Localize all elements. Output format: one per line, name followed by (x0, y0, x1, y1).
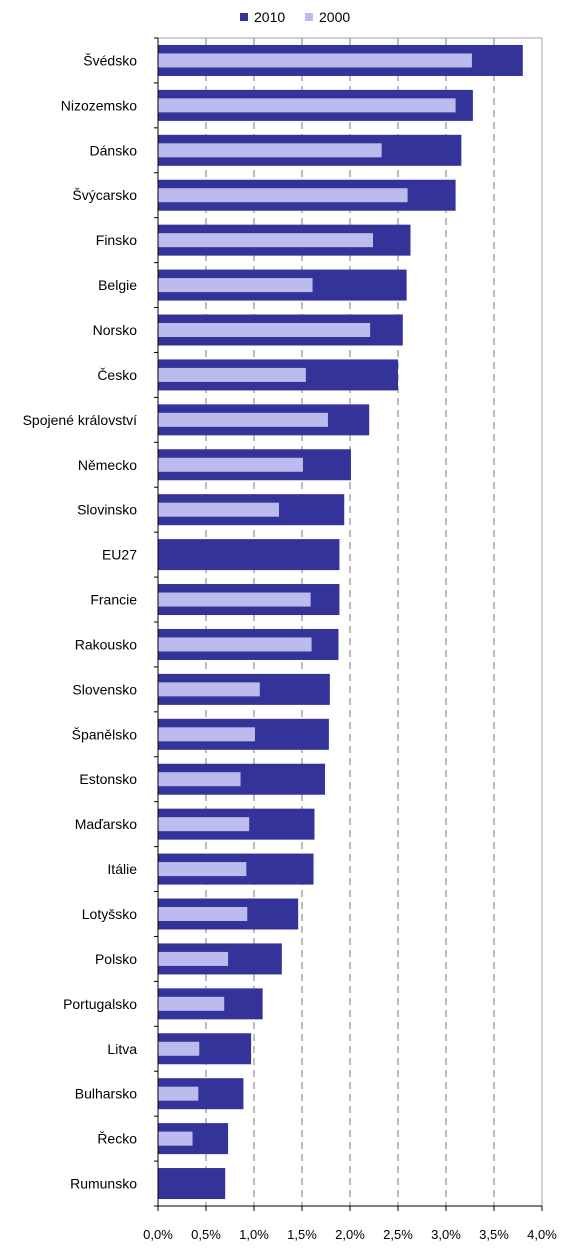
bar-2010 (158, 539, 340, 571)
x-tick-label: 4,0% (527, 1227, 557, 1242)
category-label: Portugalsko (63, 996, 137, 1012)
legend: 2010 2000 (240, 9, 350, 25)
x-tick-label: 3,5% (479, 1227, 509, 1242)
legend-label: 2010 (254, 9, 285, 25)
bar-2000 (158, 637, 312, 652)
grid-lines (205, 38, 495, 1206)
bar-2000 (158, 457, 303, 472)
x-tick-labels: 0,0% 0,5% 1,0% 1,5% 2,0% 2,5% 3,0% 3,5% 4,0% (143, 1227, 557, 1242)
axes (154, 37, 543, 1211)
bar-2000 (158, 1131, 193, 1146)
bar-2000 (158, 188, 408, 203)
bar-2000 (158, 1041, 200, 1056)
bar-2000 (158, 907, 248, 921)
bar-2000 (158, 323, 371, 337)
bar-2000 (158, 592, 311, 607)
bars (158, 44, 523, 1200)
bar-2010 (158, 1168, 226, 1200)
x-tick-label: 0,0% (143, 1227, 173, 1242)
category-label: Slovensko (72, 681, 137, 697)
category-label: Dánsko (90, 142, 138, 158)
category-label: Maďarsko (75, 816, 138, 832)
bar-2000 (158, 817, 250, 832)
x-tick-label: 2,5% (383, 1227, 413, 1242)
bar-2000 (158, 727, 255, 742)
x-tick-label: 0,5% (191, 1227, 221, 1242)
bar-2000 (158, 1086, 199, 1101)
category-label: Švýcarsko (72, 187, 137, 203)
bar-2000 (158, 951, 229, 966)
bar-2000 (158, 682, 260, 697)
category-label: Estonsko (79, 771, 137, 787)
category-label: Řecko (97, 1131, 137, 1147)
category-label: Francie (90, 592, 137, 608)
category-label: Nizozemsko (61, 97, 137, 113)
category-label: Norsko (93, 322, 138, 338)
bar-2000 (158, 98, 456, 113)
legend-swatch (240, 13, 248, 21)
bar-2000 (158, 772, 241, 787)
category-label: Rakousko (75, 636, 137, 652)
bar-2000 (158, 53, 472, 68)
x-tick-label: 3,0% (431, 1227, 461, 1242)
category-label: Bulharsko (75, 1086, 137, 1102)
x-tick-label: 1,5% (287, 1227, 317, 1242)
category-label: Slovinsko (77, 502, 137, 518)
category-label: Finsko (96, 232, 137, 248)
category-label: Česko (97, 367, 137, 383)
category-label: Lotyšsko (82, 906, 137, 922)
category-label: Švédsko (83, 52, 137, 68)
bar-2000 (158, 367, 306, 382)
category-label: Německo (78, 457, 137, 473)
category-label: EU27 (102, 547, 137, 563)
bar-2000 (158, 278, 313, 293)
bar-2000 (158, 996, 225, 1011)
category-label: Rumunsko (70, 1176, 137, 1192)
category-label: Polsko (95, 951, 137, 967)
bar-2000 (158, 862, 247, 877)
category-labels: Švédsko Nizozemsko Dánsko Švýcarsko Finsko Be… (23, 52, 138, 1191)
category-label: Itálie (107, 861, 137, 877)
legend-label: 2000 (319, 9, 350, 25)
category-label: Spojené království (23, 412, 138, 428)
bar-2000 (158, 412, 328, 427)
category-label: Litva (107, 1041, 137, 1057)
category-label: Belgie (98, 277, 137, 293)
x-tick-label: 1,0% (239, 1227, 269, 1242)
bar-2000 (158, 233, 374, 248)
category-label: Španělsko (72, 726, 138, 742)
legend-swatch (305, 13, 313, 21)
bar-2000 (158, 143, 382, 158)
x-tick-label: 2,0% (335, 1227, 365, 1242)
bar-2000 (158, 502, 279, 517)
plot-area-frame (157, 37, 543, 1207)
